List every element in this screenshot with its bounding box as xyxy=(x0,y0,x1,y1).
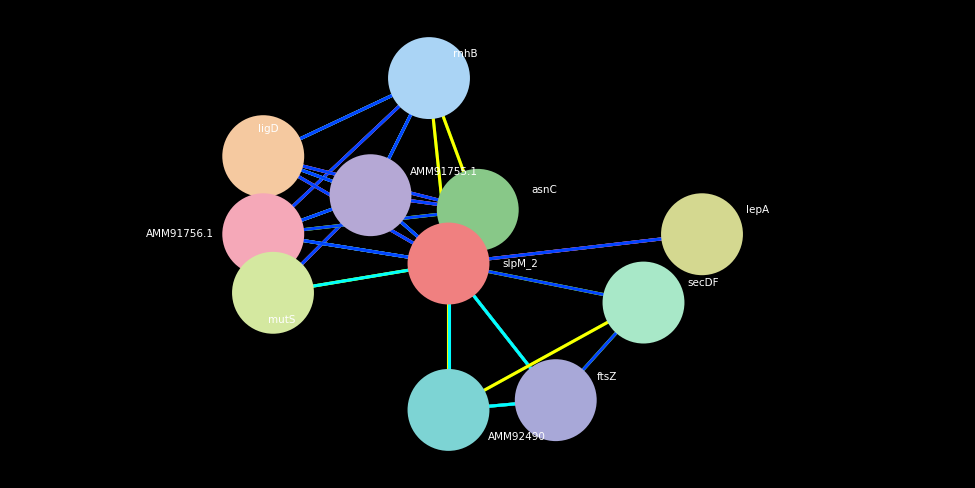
Ellipse shape xyxy=(603,262,684,344)
Text: ftsZ: ftsZ xyxy=(597,372,617,382)
Ellipse shape xyxy=(408,369,489,451)
Text: secDF: secDF xyxy=(687,278,719,288)
Text: asnC: asnC xyxy=(531,185,558,195)
Text: AMM92490: AMM92490 xyxy=(488,432,545,442)
Text: slpM_2: slpM_2 xyxy=(502,258,538,269)
Ellipse shape xyxy=(232,252,314,334)
Text: AMM91755.1: AMM91755.1 xyxy=(410,167,478,177)
Ellipse shape xyxy=(330,154,411,236)
Ellipse shape xyxy=(661,193,743,275)
Ellipse shape xyxy=(515,359,597,441)
Ellipse shape xyxy=(222,115,304,197)
Ellipse shape xyxy=(388,37,470,119)
Text: lepA: lepA xyxy=(746,205,769,215)
Ellipse shape xyxy=(222,193,304,275)
Ellipse shape xyxy=(408,223,489,305)
Text: rnhB: rnhB xyxy=(453,49,478,59)
Ellipse shape xyxy=(437,169,519,251)
Text: AMM91756.1: AMM91756.1 xyxy=(146,229,214,239)
Text: mutS: mutS xyxy=(268,315,295,325)
Text: ligD: ligD xyxy=(258,124,279,134)
